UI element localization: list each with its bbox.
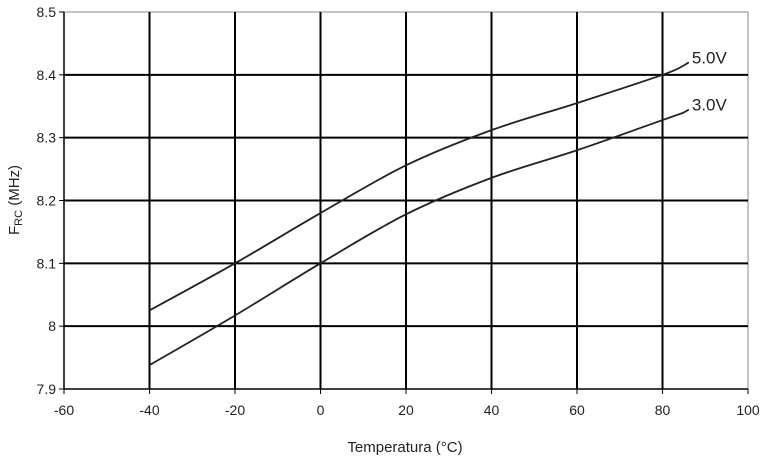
y-tick-label: 8.5 — [37, 4, 57, 20]
x-tick-label: 80 — [655, 402, 671, 418]
series-leader — [683, 108, 690, 114]
x-tick-label: 20 — [398, 402, 414, 418]
series-line-5.0V — [149, 64, 685, 312]
series-label: 5.0V — [692, 48, 728, 67]
y-tick-label: 8.1 — [37, 255, 57, 271]
x-axis-label: Temperatura (°C) — [347, 439, 462, 456]
y-tick-label: 8.3 — [37, 130, 57, 146]
x-tick-label: -40 — [139, 402, 159, 418]
series-line-3.0V — [149, 111, 685, 366]
x-tick-label: 60 — [569, 402, 585, 418]
x-tick-label: 0 — [317, 402, 325, 418]
x-tick-label: 40 — [484, 402, 500, 418]
x-tick-label: -20 — [225, 402, 245, 418]
y-tick-label: 8.2 — [37, 193, 57, 209]
y-tick-label: 8 — [48, 318, 56, 334]
series-label: 3.0V — [692, 96, 728, 115]
y-tick-label: 8.4 — [37, 67, 57, 83]
x-tick-label: 100 — [736, 402, 760, 418]
series-leader — [683, 61, 690, 67]
y-tick-label: 7.9 — [37, 381, 57, 397]
x-tick-label: -60 — [54, 402, 74, 418]
y-axis-label: FRC (MHz) — [6, 165, 25, 235]
